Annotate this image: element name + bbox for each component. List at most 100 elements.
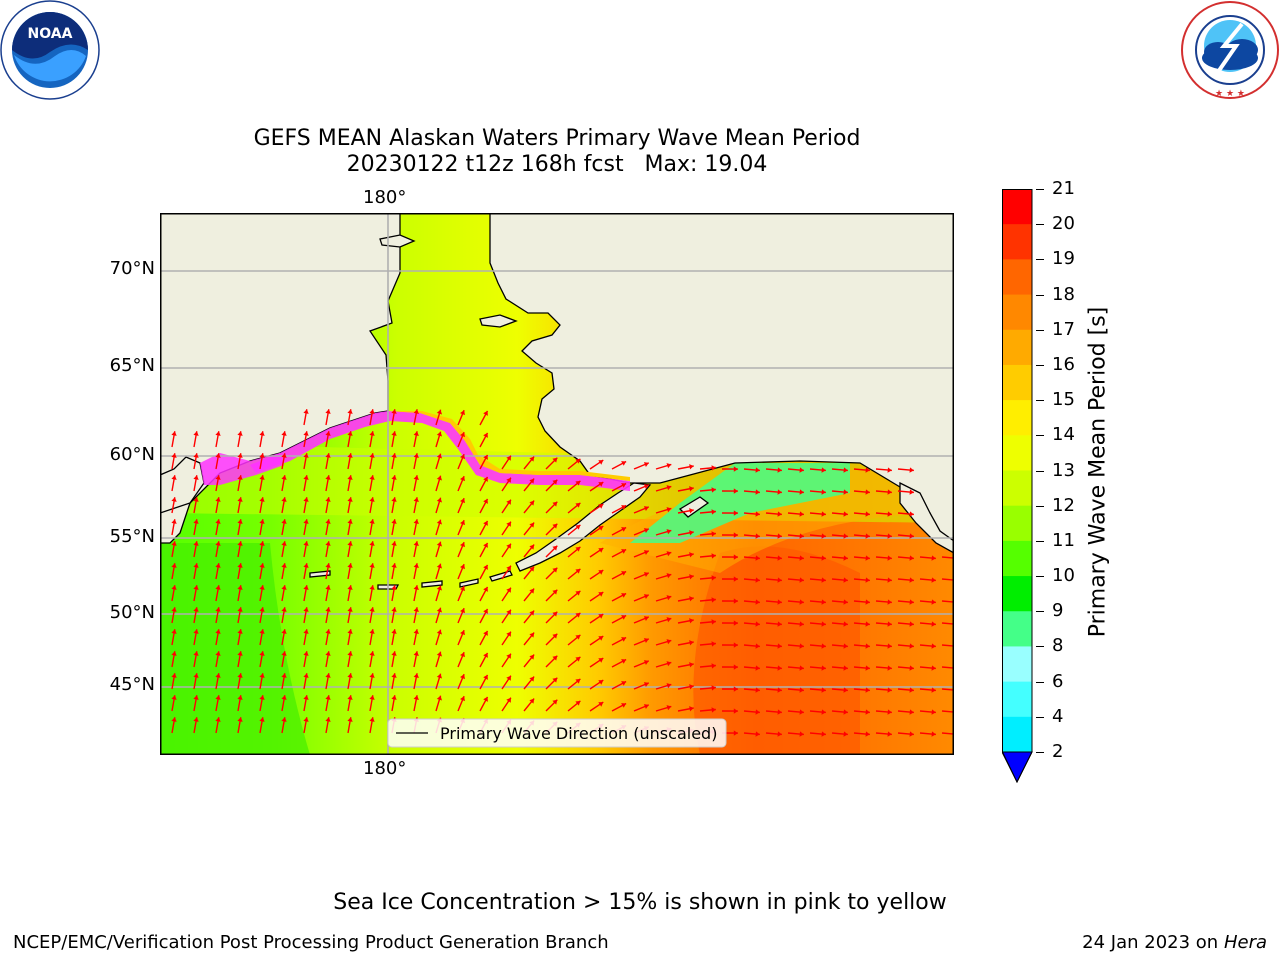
- wave-arrow-head: [821, 599, 826, 605]
- wave-arrow-head: [887, 665, 892, 671]
- wave-arrow-head: [193, 651, 199, 656]
- wave-arrow-head: [643, 550, 649, 555]
- wave-arrow-head: [391, 673, 397, 678]
- wave-arrow-head: [391, 629, 397, 634]
- wave-arrow-head: [281, 717, 287, 722]
- wave-arrow-head: [777, 467, 782, 473]
- wave-arrow-head: [391, 431, 397, 436]
- wave-arrow-head: [259, 695, 265, 700]
- wave-arrow-head: [215, 673, 221, 678]
- wave-arrow-head: [799, 621, 804, 627]
- wave-arrow-head: [436, 497, 442, 503]
- colorbar-tick-label: 13: [1052, 459, 1075, 481]
- wave-arrow-head: [711, 663, 716, 669]
- nws-logo: ★ ★ ★: [1180, 0, 1280, 100]
- colorbar-segment: [1002, 681, 1032, 718]
- wave-arrow-head: [193, 541, 199, 546]
- wave-arrow-head: [436, 695, 442, 701]
- wave-arrow-head: [237, 585, 243, 590]
- colorbar-segment: [1002, 646, 1032, 683]
- wave-arrow-head: [303, 519, 309, 524]
- wave-arrow-head: [529, 456, 535, 462]
- colorbar-segment: [1002, 611, 1032, 647]
- wave-arrow-head: [777, 665, 782, 671]
- wave-arrow-head: [931, 577, 936, 583]
- wave-arrow-head: [931, 555, 936, 561]
- wave-arrow-head: [887, 599, 892, 605]
- wave-arrow-head: [909, 643, 914, 649]
- wave-arrow-head: [215, 519, 221, 524]
- wave-arrow-head: [666, 507, 672, 513]
- wave-arrow-head: [552, 677, 558, 683]
- sea-ice-bering-north: [250, 411, 630, 491]
- wave-arrow-head: [666, 595, 672, 601]
- wave-arrow-head: [909, 489, 914, 495]
- wave-arrow-head: [575, 502, 581, 508]
- wave-arrow-head: [843, 665, 848, 671]
- wave-arrow-head: [281, 519, 287, 524]
- wave-arrow-head: [281, 475, 287, 480]
- wave-arrow-head: [598, 482, 604, 487]
- wave-arrow-head: [821, 665, 826, 671]
- wave-arrow-head: [391, 453, 397, 458]
- wave-arrow-head: [666, 529, 672, 535]
- wave-arrow-head: [733, 686, 738, 692]
- wave-arrow-head: [711, 487, 716, 493]
- wave-arrow-head: [643, 682, 649, 687]
- wave-arrow-head: [755, 621, 760, 627]
- wave-arrow-head: [821, 489, 826, 495]
- wave-arrow-head: [843, 555, 848, 561]
- wave-arrow-head: [259, 475, 265, 480]
- wave-arrow-head: [755, 533, 760, 539]
- wave-arrow-head: [843, 511, 848, 517]
- wave-arrow-head: [171, 717, 177, 722]
- wave-arrow-head: [909, 731, 914, 737]
- land-aleutians-3: [421, 580, 443, 588]
- wave-arrow-head: [621, 527, 627, 532]
- map-canvas: Primary Wave Direction (unscaled): [160, 213, 954, 755]
- wave-arrow-head: [347, 541, 353, 546]
- colorbar-svg: [1001, 189, 1033, 784]
- colorbar-segment: [1002, 364, 1032, 401]
- colorbar-tick-label: 2: [1052, 741, 1064, 762]
- wave-arrow-head: [413, 519, 419, 524]
- land-panhandle: [899, 481, 954, 554]
- wave-arrow-head: [621, 483, 627, 488]
- wave-arrow-head: [215, 431, 221, 436]
- wave-arrow-head: [689, 552, 694, 558]
- wave-arrow-head: [436, 585, 442, 591]
- wave-arrow-head: [369, 519, 375, 524]
- wave-arrow-head: [325, 585, 331, 590]
- wave-arrow-head: [799, 577, 804, 583]
- wave-arrow-head: [413, 673, 419, 678]
- chart-title: GEFS MEAN Alaskan Waters Primary Wave Me…: [253, 126, 861, 151]
- chart-subtitle: 20230122 t12z 168h fcst Max: 19.04: [346, 152, 768, 177]
- wave-arrow-head: [215, 717, 221, 722]
- wave-arrow-head: [347, 563, 353, 568]
- wave-arrow-head: [436, 453, 442, 459]
- wave-arrow-head: [666, 485, 672, 491]
- wave-arrow-head: [281, 585, 287, 590]
- wave-arrow-head: [413, 651, 419, 656]
- wave-arrow-head: [460, 564, 465, 570]
- wave-arrow-head: [171, 695, 177, 700]
- wave-arrow-head: [460, 674, 465, 680]
- wave-arrow-head: [799, 555, 804, 561]
- colorbar-tick-mark: [1036, 540, 1044, 542]
- wave-arrow-head: [865, 533, 870, 539]
- wave-arrow-head: [193, 695, 199, 700]
- wave-arrow-head: [506, 499, 511, 505]
- colorbar-tick-mark: [1036, 435, 1044, 437]
- wave-arrow-head: [369, 629, 375, 634]
- wave-arrow-head: [711, 553, 716, 559]
- wave-arrow-head: [799, 731, 804, 737]
- wave-arrow-head: [303, 431, 309, 436]
- wave-arrow-head: [215, 563, 221, 568]
- wave-arrow-head: [909, 577, 914, 583]
- footer-date-text: 24 Jan 2023 on: [1082, 932, 1224, 953]
- wave-arrow-head: [413, 453, 419, 458]
- wave-arrow-head: [281, 673, 287, 678]
- wave-arrow-head: [259, 563, 265, 568]
- wave-arrow-head: [413, 629, 419, 634]
- colorbar-tick-label: 20: [1052, 213, 1075, 235]
